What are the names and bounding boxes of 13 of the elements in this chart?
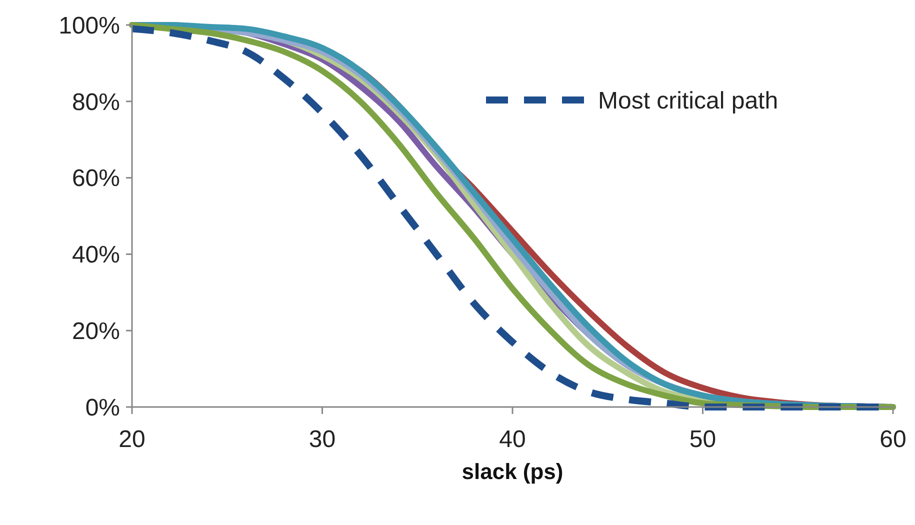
x-tick-label: 60: [880, 426, 906, 453]
x-tick-label: 40: [499, 426, 526, 453]
y-tick-label: 100%: [58, 12, 120, 40]
y-tick-label: 40%: [72, 242, 120, 269]
y-tick-label: 0%: [85, 394, 120, 422]
y-tick-label: 80%: [72, 88, 120, 116]
x-tick-label: 30: [308, 426, 336, 453]
legend-label: Most critical path: [598, 87, 778, 114]
x-tick-label: 50: [689, 426, 716, 453]
x-axis-title: slack (ps): [462, 459, 564, 484]
y-tick-label: 60%: [72, 165, 120, 192]
y-tick-label: 20%: [72, 318, 120, 345]
x-tick-label: 20: [118, 426, 146, 453]
